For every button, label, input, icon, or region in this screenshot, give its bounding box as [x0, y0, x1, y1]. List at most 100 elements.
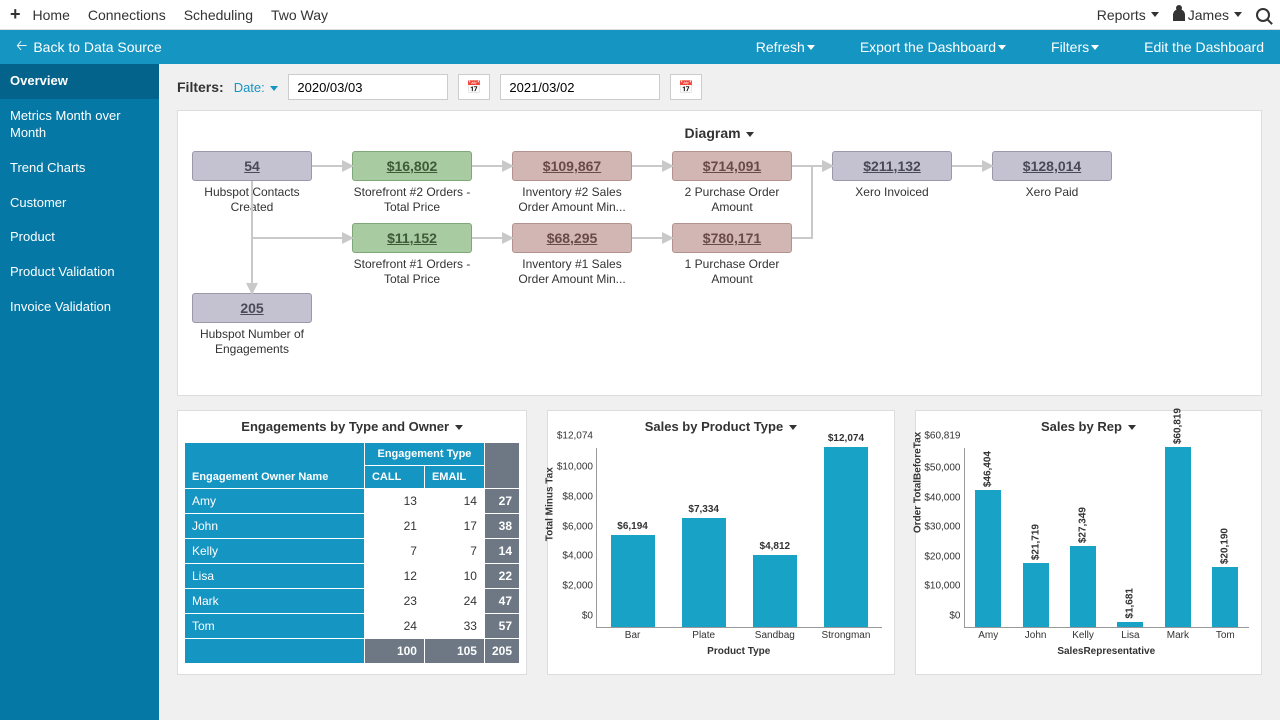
nav-scheduling[interactable]: Scheduling	[184, 7, 253, 23]
chart-bar[interactable]	[682, 518, 726, 627]
x-tick: Bar	[625, 630, 641, 641]
sidebar-item-invoice-validation[interactable]: Invoice Validation	[0, 290, 159, 325]
diagram-node-label: Hubspot Number of Engagements	[192, 327, 312, 357]
x-tick: Lisa	[1121, 630, 1139, 641]
sidebar-item-overview[interactable]: Overview	[0, 64, 159, 99]
chart-bar[interactable]	[1117, 622, 1143, 627]
table-row: Kelly7714	[185, 539, 520, 564]
back-arrow-icon: 🡠	[16, 35, 27, 59]
chart2-title[interactable]: Sales by Rep	[916, 411, 1262, 442]
bar-value-label: $20,190	[1220, 528, 1231, 564]
x-tick: Tom	[1216, 630, 1235, 641]
add-icon[interactable]: +	[10, 4, 21, 25]
diagram-node-n6: $128,014 Xero Paid	[992, 151, 1112, 200]
diagram-node-label: Hubspot Contacts Created	[192, 185, 312, 215]
back-link[interactable]: 🡠 Back to Data Source	[16, 35, 162, 59]
y-tick: $8,000	[562, 491, 597, 502]
y-axis-label: Order TotalBeforeTax	[912, 432, 923, 533]
user-menu[interactable]: James	[1173, 7, 1242, 23]
chart-bar[interactable]	[1023, 563, 1049, 627]
diagram-node-value[interactable]: $128,014	[992, 151, 1112, 181]
y-tick: $20,000	[924, 551, 964, 562]
y-tick: $10,000	[557, 461, 597, 472]
engagements-title[interactable]: Engagements by Type and Owner	[178, 411, 526, 442]
nav-twoway[interactable]: Two Way	[271, 7, 328, 23]
bar-value-label: $6,194	[617, 521, 648, 532]
chart-bar[interactable]	[975, 490, 1001, 627]
search-icon[interactable]	[1256, 8, 1270, 22]
sidebar: OverviewMetrics Month over MonthTrend Ch…	[0, 64, 159, 720]
diagram-node-n2: $16,802 Storefront #2 Orders - Total Pric…	[352, 151, 472, 215]
sidebar-item-metrics-month-over-month[interactable]: Metrics Month over Month	[0, 99, 159, 151]
refresh-button[interactable]: Refresh	[756, 39, 815, 55]
filters-button[interactable]: Filters	[1051, 39, 1099, 55]
engagements-table: Engagement Owner NameEngagement TypeCALL…	[184, 442, 520, 664]
chart-bar[interactable]	[1212, 567, 1238, 627]
diagram-node-value[interactable]: $714,091	[672, 151, 792, 181]
diagram-node-label: Storefront #2 Orders - Total Price	[352, 185, 472, 215]
diagram-node-value[interactable]: $109,867	[512, 151, 632, 181]
chart-bar[interactable]	[1070, 546, 1096, 627]
user-icon	[1173, 9, 1185, 21]
chart-bar[interactable]	[1165, 447, 1191, 627]
bar-value-label: $46,404	[983, 451, 994, 487]
x-axis-label: SalesRepresentative	[964, 646, 1250, 657]
table-row: Amy131427	[185, 489, 520, 514]
chart-bar[interactable]	[611, 535, 655, 627]
y-tick: $4,000	[562, 551, 597, 562]
diagram-node-value[interactable]: 205	[192, 293, 312, 323]
calendar-start-icon[interactable]: 📅	[458, 74, 490, 100]
diagram-node-value[interactable]: $68,295	[512, 223, 632, 253]
diagram-node-label: 2 Purchase Order Amount	[672, 185, 792, 215]
chart-bar[interactable]	[753, 555, 797, 627]
x-tick: John	[1025, 630, 1047, 641]
sidebar-item-product[interactable]: Product	[0, 220, 159, 255]
y-tick: $40,000	[924, 492, 964, 503]
diagram-node-value[interactable]: $11,152	[352, 223, 472, 253]
bar-value-label: $12,074	[828, 433, 864, 444]
y-tick: $12,074	[557, 431, 597, 442]
diagram-node-n10: 205 Hubspot Number of Engagements	[192, 293, 312, 357]
diagram-node-label: 1 Purchase Order Amount	[672, 257, 792, 287]
date-start-input[interactable]	[288, 74, 448, 100]
chart-plot: $0$10,000$20,000$30,000$40,000$50,000$60…	[964, 448, 1250, 628]
diagram-node-label: Storefront #1 Orders - Total Price	[352, 257, 472, 287]
diagram-title[interactable]: Diagram	[192, 121, 1247, 151]
reports-dropdown[interactable]: Reports	[1097, 7, 1159, 23]
y-tick: $6,000	[562, 521, 597, 532]
bar-value-label: $1,681	[1125, 588, 1136, 619]
bar-value-label: $27,349	[1078, 507, 1089, 543]
chart-bar[interactable]	[824, 447, 868, 627]
diagram-node-value[interactable]: $211,132	[832, 151, 952, 181]
calendar-end-icon[interactable]: 📅	[670, 74, 702, 100]
date-end-input[interactable]	[500, 74, 660, 100]
bar-value-label: $4,812	[760, 541, 791, 552]
edit-dashboard-button[interactable]: Edit the Dashboard	[1144, 39, 1264, 55]
y-tick: $0	[582, 611, 597, 622]
date-filter-dropdown[interactable]: Date:	[234, 80, 279, 95]
sidebar-item-trend-charts[interactable]: Trend Charts	[0, 151, 159, 186]
diagram-node-label: Xero Paid	[992, 185, 1112, 200]
sidebar-item-customer[interactable]: Customer	[0, 186, 159, 221]
y-tick: $30,000	[924, 522, 964, 533]
y-tick: $0	[949, 611, 964, 622]
diagram-node-value[interactable]: 54	[192, 151, 312, 181]
y-tick: $50,000	[924, 463, 964, 474]
diagram-node-n7: $11,152 Storefront #1 Orders - Total Pric…	[352, 223, 472, 287]
diagram-node-label: Inventory #2 Sales Order Amount Min...	[512, 185, 632, 215]
x-axis-label: Product Type	[596, 646, 882, 657]
x-tick: Amy	[978, 630, 998, 641]
table-row: Lisa121022	[185, 564, 520, 589]
sidebar-item-product-validation[interactable]: Product Validation	[0, 255, 159, 290]
nav-connections[interactable]: Connections	[88, 7, 166, 23]
diagram-node-n9: $780,171 1 Purchase Order Amount	[672, 223, 792, 287]
diagram-node-n5: $211,132Xero Invoiced	[832, 151, 952, 200]
nav-home[interactable]: Home	[33, 7, 70, 23]
diagram-node-n8: $68,295 Inventory #1 Sales Order Amount M…	[512, 223, 632, 287]
diagram-node-value[interactable]: $16,802	[352, 151, 472, 181]
diagram-node-label: Inventory #1 Sales Order Amount Min...	[512, 257, 632, 287]
diagram-node-value[interactable]: $780,171	[672, 223, 792, 253]
x-tick: Kelly	[1072, 630, 1094, 641]
diagram-node-n1: 54 Hubspot Contacts Created	[192, 151, 312, 215]
export-button[interactable]: Export the Dashboard	[860, 39, 1006, 55]
